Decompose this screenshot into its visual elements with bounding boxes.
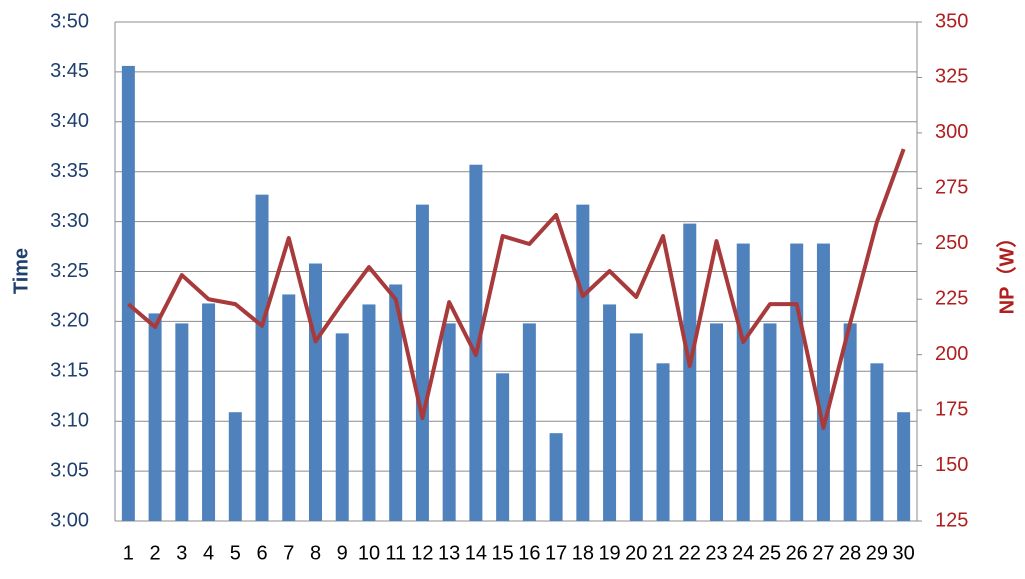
bar bbox=[576, 204, 590, 521]
x-tick-label: 15 bbox=[492, 542, 514, 564]
bar bbox=[148, 313, 162, 521]
y2-tick-label: 275 bbox=[935, 177, 968, 199]
bar bbox=[790, 243, 804, 521]
x-tick-label: 3 bbox=[176, 542, 187, 564]
x-tick-label: 8 bbox=[310, 542, 321, 564]
bar bbox=[816, 243, 830, 521]
y-axis-label: Time bbox=[10, 248, 32, 294]
x-tick-label: 7 bbox=[283, 542, 294, 564]
line bbox=[127, 148, 906, 430]
x-tick-label: 6 bbox=[256, 542, 267, 564]
x-tick-label: 16 bbox=[518, 542, 540, 564]
x-tick-label: 30 bbox=[893, 542, 915, 564]
bar bbox=[736, 243, 750, 521]
y2-tick-label: 200 bbox=[935, 343, 968, 365]
x-tick-label: 25 bbox=[759, 542, 781, 564]
bar bbox=[415, 204, 429, 521]
x-tick-label: 20 bbox=[625, 542, 647, 564]
y2-tick-label: 125 bbox=[935, 509, 968, 531]
x-tick-label: 10 bbox=[358, 542, 380, 564]
y2-tick-label: 225 bbox=[935, 288, 968, 310]
y-tick-label: 3:05 bbox=[50, 459, 89, 481]
x-tick-label: 24 bbox=[732, 542, 754, 564]
x-tick-label: 9 bbox=[337, 542, 348, 564]
bar bbox=[603, 304, 617, 521]
y2-axis-label: NP（W） bbox=[995, 228, 1018, 315]
bar bbox=[683, 223, 697, 521]
y2-tick-label: 300 bbox=[935, 121, 968, 143]
bar bbox=[870, 363, 884, 521]
y2-tick-label: 175 bbox=[935, 398, 968, 420]
bar bbox=[175, 323, 189, 521]
x-tick-label: 22 bbox=[679, 542, 701, 564]
x-tick-label: 13 bbox=[438, 542, 460, 564]
y2-tick-label: 150 bbox=[935, 454, 968, 476]
x-tick-label: 19 bbox=[598, 542, 620, 564]
bar bbox=[763, 323, 777, 521]
bar bbox=[442, 323, 456, 521]
y-tick-label: 3:45 bbox=[50, 60, 89, 82]
x-tick-label: 21 bbox=[652, 542, 674, 564]
bar bbox=[335, 333, 349, 521]
x-tick-label: 18 bbox=[572, 542, 594, 564]
x-tick-label: 14 bbox=[465, 542, 487, 564]
x-tick-label: 29 bbox=[866, 542, 888, 564]
bar bbox=[549, 433, 563, 521]
bar bbox=[389, 284, 403, 521]
bar bbox=[469, 164, 483, 522]
x-tick-label: 26 bbox=[786, 542, 808, 564]
y2-tick-label: 325 bbox=[935, 66, 968, 88]
x-tick-label: 23 bbox=[705, 542, 727, 564]
y2-tick-label: 350 bbox=[935, 10, 968, 32]
y-tick-label: 3:40 bbox=[50, 110, 89, 132]
y2-tick-label: 250 bbox=[935, 232, 968, 254]
bar bbox=[496, 373, 510, 521]
x-tick-label: 12 bbox=[411, 542, 433, 564]
x-tick-label: 27 bbox=[812, 542, 834, 564]
bar bbox=[362, 304, 376, 521]
y-tick-label: 3:50 bbox=[50, 10, 89, 32]
bar bbox=[710, 323, 723, 521]
bar bbox=[843, 323, 857, 521]
bar bbox=[228, 412, 242, 521]
bar bbox=[282, 294, 296, 521]
y-tick-label: 3:30 bbox=[50, 210, 89, 232]
y-tick-label: 3:25 bbox=[50, 260, 89, 282]
bar bbox=[255, 194, 269, 522]
bar bbox=[309, 263, 322, 521]
x-tick-label: 2 bbox=[150, 542, 161, 564]
y-tick-label: 3:20 bbox=[50, 310, 89, 332]
bar bbox=[897, 412, 911, 521]
y-tick-label: 3:00 bbox=[50, 509, 89, 531]
x-tick-label: 28 bbox=[839, 542, 861, 564]
bar bbox=[656, 363, 670, 521]
y-tick-label: 3:15 bbox=[50, 360, 89, 382]
x-tick-label: 11 bbox=[385, 542, 406, 564]
bar bbox=[202, 303, 216, 521]
bar bbox=[629, 333, 643, 521]
x-tick-label: 1 bbox=[123, 542, 134, 564]
x-tick-label: 4 bbox=[203, 542, 214, 564]
x-tick-label: 17 bbox=[545, 542, 567, 564]
y-tick-label: 3:35 bbox=[50, 160, 89, 182]
bar bbox=[121, 65, 135, 522]
x-tick-label: 5 bbox=[230, 542, 241, 564]
bar bbox=[522, 323, 536, 521]
y-tick-label: 3:10 bbox=[50, 409, 89, 431]
